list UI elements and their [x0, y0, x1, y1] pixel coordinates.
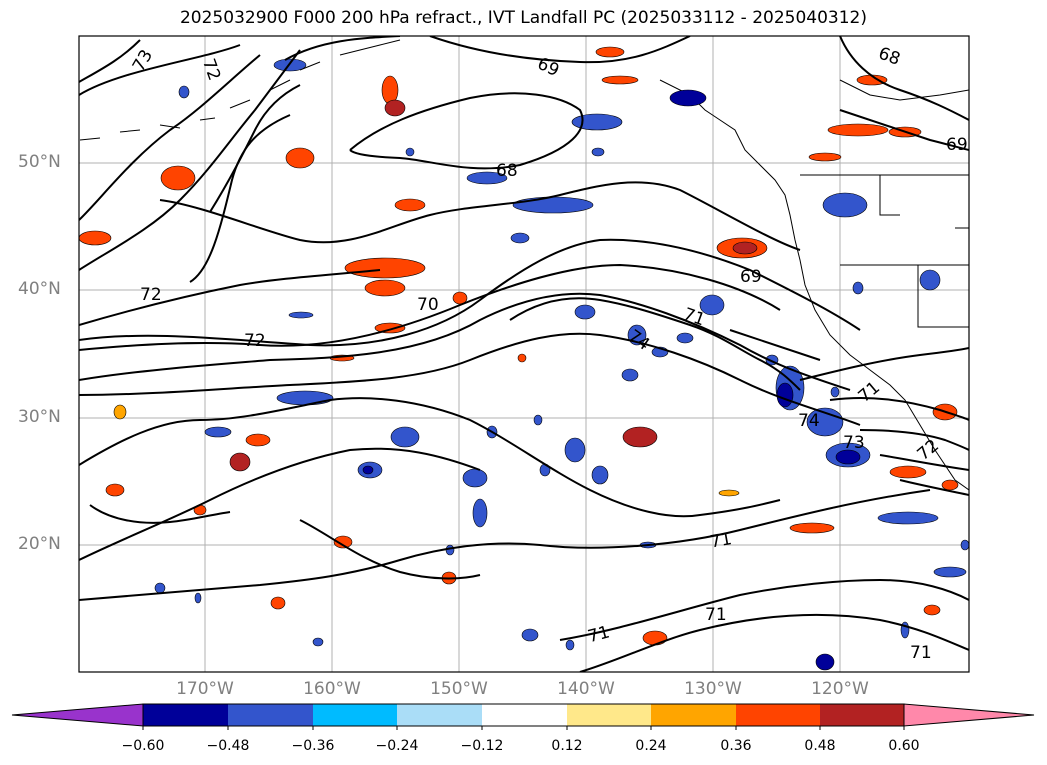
colorbar-tick-label: 0.36: [720, 738, 752, 754]
colorbar-segment: [397, 704, 482, 726]
contour-label: 70: [417, 295, 439, 315]
contour-label: 71: [705, 605, 727, 625]
colorbar-tick-label: −0.12: [460, 738, 504, 754]
contour-label: 73: [843, 433, 865, 453]
colorbar-tick-label: −0.24: [375, 738, 419, 754]
lat-label: 50°N: [18, 152, 61, 172]
colorbar-tick-label: 0.60: [888, 738, 920, 754]
colorbar-tick-label: −0.36: [291, 738, 335, 754]
contour-label: 69: [740, 267, 762, 287]
lat-label: 30°N: [18, 407, 61, 427]
lon-label: 160°W: [303, 679, 361, 699]
colorbar-segment: [820, 704, 904, 726]
colorbar-tick-label: −0.48: [206, 738, 250, 754]
negative-anomaly-patches: [154, 58, 969, 671]
contour-label: 71: [910, 643, 932, 663]
lon-label: 120°W: [811, 679, 869, 699]
contour-label: 71: [709, 529, 734, 552]
colorbar-segment: [736, 704, 820, 726]
colorbar-segment: [651, 704, 736, 726]
colorbar-segment: [228, 704, 313, 726]
colorbar-segment: [903, 703, 1035, 727]
lon-label: 130°W: [684, 679, 742, 699]
colorbar-tick-label: 0.12: [551, 738, 583, 754]
map-border: [78, 35, 970, 673]
colorbar-tick-label: −0.60: [121, 738, 165, 754]
contour-label: 74: [798, 411, 820, 431]
contour-label: 69: [946, 135, 968, 155]
lon-label: 140°W: [557, 679, 615, 699]
map-frame: [79, 36, 969, 672]
lon-label: 150°W: [430, 679, 488, 699]
colorbar-segment: [482, 704, 567, 726]
lat-label: 40°N: [18, 279, 61, 299]
contour-label: 68: [496, 161, 518, 181]
colorbar-segment: [143, 704, 228, 726]
colorbar-segment: [567, 704, 651, 726]
positive-anomaly-patches: [79, 46, 959, 646]
colorbar-tick-label: 0.48: [804, 738, 836, 754]
lat-label: 20°N: [18, 534, 61, 554]
lon-label: 170°W: [176, 679, 234, 699]
contour-lines: [79, 36, 969, 672]
colorbar-segment: [313, 704, 397, 726]
colorbar-tick-label: 0.24: [635, 738, 667, 754]
colorbar-segment: [11, 703, 144, 727]
map-title: 2025032900 F000 200 hPa refract., IVT La…: [179, 8, 867, 28]
contour-label: 72: [140, 285, 162, 305]
contour-label: 72: [244, 331, 266, 351]
coastline: [79, 39, 969, 491]
colorbar: [11, 703, 1035, 730]
